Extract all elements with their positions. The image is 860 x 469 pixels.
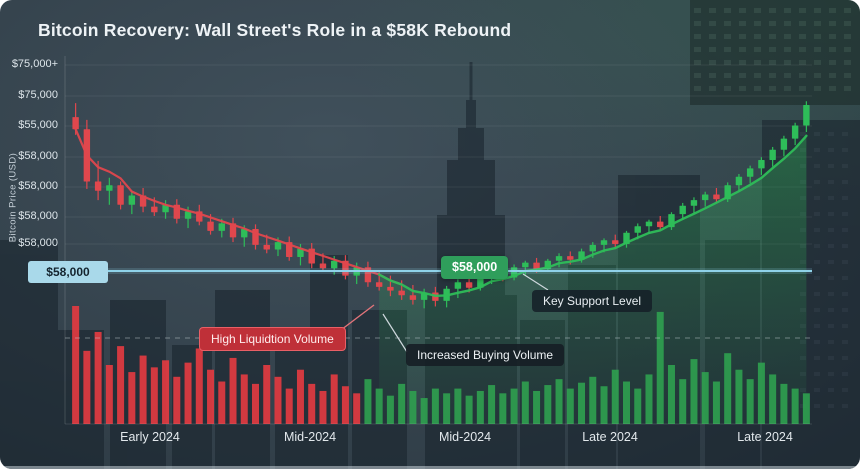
y-axis-tick: $55,000 [18,119,58,131]
skyline-windows [694,8,851,408]
chart-title: Bitcoin Recovery: Wall Street's Role in … [38,20,512,40]
y-axis-tick: $75,000 [18,89,58,101]
y-axis-tick: $58,000 [18,210,58,222]
x-axis-tick: Late 2024 [582,430,638,444]
y-axis-tick: $75,000+ [11,58,58,70]
y-axis-tick: $58,000 [18,237,58,249]
key-support-level-label: Key Support Level [532,290,653,312]
x-axis-tick: Mid-2024 [283,430,337,444]
y-axis-tick: $58,000 [18,180,58,192]
x-axis-tick: Late 2024 [737,430,793,444]
high-liquidation-volume-label: High Liquidtion Volume [199,327,346,351]
increased-buying-volume-label: Increased Buying Volume [406,344,565,366]
x-axis-tick: Early 2024 [120,430,180,444]
y-axis-title: Bitcoin Price (USD) [7,152,19,243]
support-price-badge-left: $58,000 [28,261,108,283]
y-axis-tick: $58,000 [18,150,58,162]
bottom-edge-bar [0,466,860,469]
x-axis-tick: Mid-2024 [438,430,492,444]
support-price-badge-on-line: $58,000 [441,256,509,279]
